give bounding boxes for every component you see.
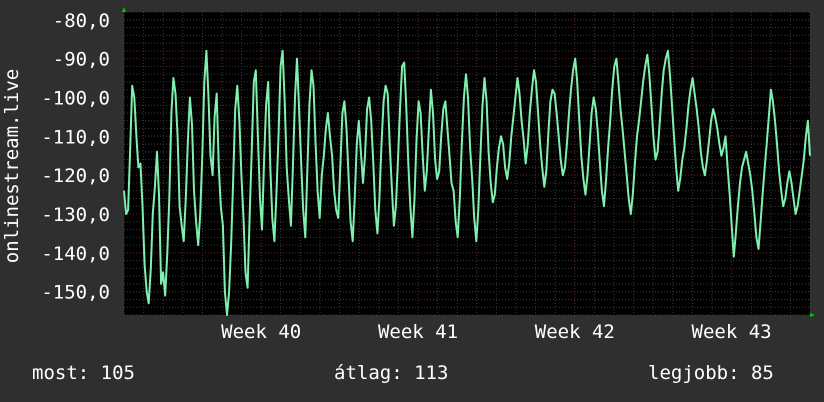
x-tick-label: Week 42 — [535, 321, 615, 343]
stat-best: legjobb: 85 — [648, 362, 774, 384]
stat-average: átlag: 113 — [334, 362, 449, 384]
y-tick-label: -120,0 — [41, 165, 110, 187]
x-axis-arrow-icon — [810, 313, 815, 317]
y-tick-label: -140,0 — [41, 243, 110, 265]
y-axis-arrow-icon — [122, 7, 126, 12]
plot-area — [124, 12, 810, 315]
y-axis-label: onlinestream.live — [1, 69, 23, 263]
x-tick-label: Week 40 — [221, 321, 301, 343]
y-tick-label: -80,0 — [53, 10, 110, 32]
y-tick-label: -110,0 — [41, 126, 110, 148]
x-axis-ticks: Week 40 Week 41 Week 42 Week 43 — [221, 321, 771, 343]
y-tick-label: -150,0 — [41, 282, 110, 304]
y-tick-label: -100,0 — [41, 87, 110, 109]
y-tick-label: -90,0 — [53, 49, 110, 71]
x-tick-label: Week 43 — [692, 321, 772, 343]
series-group — [123, 49, 811, 316]
stat-now: most: 105 — [32, 362, 135, 384]
x-tick-label: Week 41 — [378, 321, 458, 343]
series-line — [123, 49, 811, 316]
y-axis-ticks: -80,0 -90,0 -100,0 -110,0 -120,0 -130,0 -140,0… — [41, 10, 110, 304]
y-tick-label: -130,0 — [41, 204, 110, 226]
